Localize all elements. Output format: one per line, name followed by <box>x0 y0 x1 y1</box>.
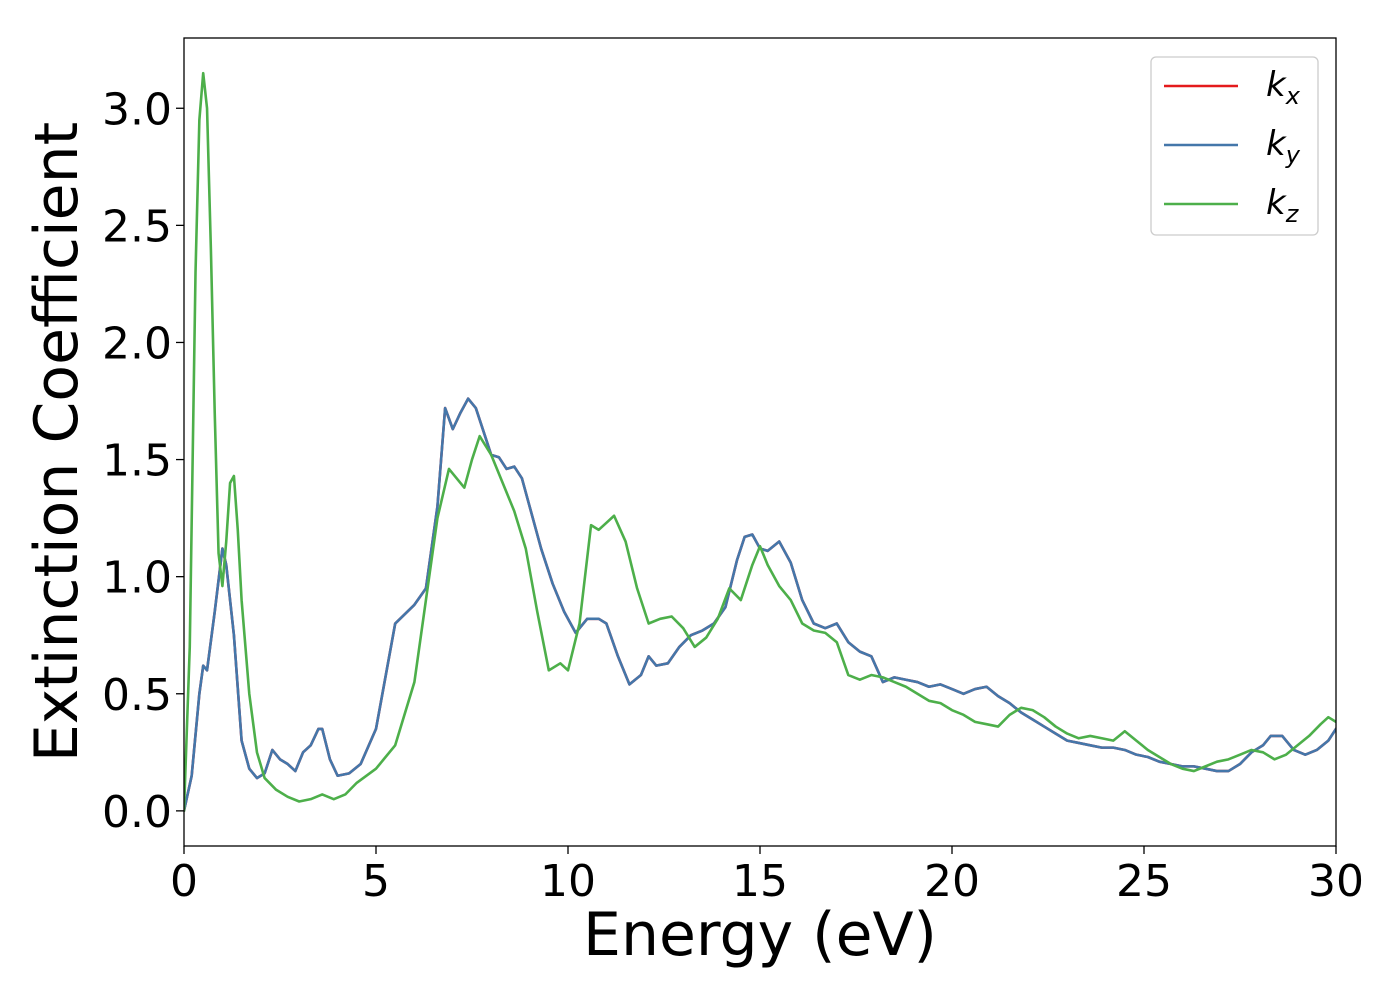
y-tick-label: 2.5 <box>102 201 172 252</box>
y-axis-title: Extinction Coefficient <box>22 122 92 762</box>
legend: kx ky kz <box>1150 56 1319 236</box>
x-axis: 0 5 10 15 20 25 30 <box>170 846 1364 907</box>
x-tick-label: 10 <box>540 856 596 907</box>
series-line-k-y <box>184 397 1336 813</box>
x-tick-label: 0 <box>170 856 198 907</box>
y-tick-label: 0.5 <box>102 670 172 721</box>
y-axis: 0.0 0.5 1.0 1.5 2.0 2.5 3.0 <box>102 84 184 838</box>
series-line-k-z <box>184 71 1336 813</box>
y-tick-label: 3.0 <box>102 84 172 135</box>
x-axis-title: Energy (eV) <box>583 900 937 970</box>
x-tick-label: 25 <box>1116 856 1172 907</box>
y-tick-label: 0.0 <box>102 787 172 838</box>
x-tick-label: 30 <box>1308 856 1364 907</box>
x-tick-label: 5 <box>362 856 390 907</box>
legend-label-z: kz <box>1266 183 1300 228</box>
legend-label-x: kx <box>1266 65 1301 110</box>
y-tick-label: 1.0 <box>102 553 172 604</box>
x-tick-label: 20 <box>924 856 980 907</box>
legend-label-y: ky <box>1266 124 1301 169</box>
y-tick-label: 2.0 <box>102 318 172 369</box>
x-tick-label: 15 <box>732 856 788 907</box>
y-tick-label: 1.5 <box>102 436 172 487</box>
series-layer <box>184 71 1336 813</box>
